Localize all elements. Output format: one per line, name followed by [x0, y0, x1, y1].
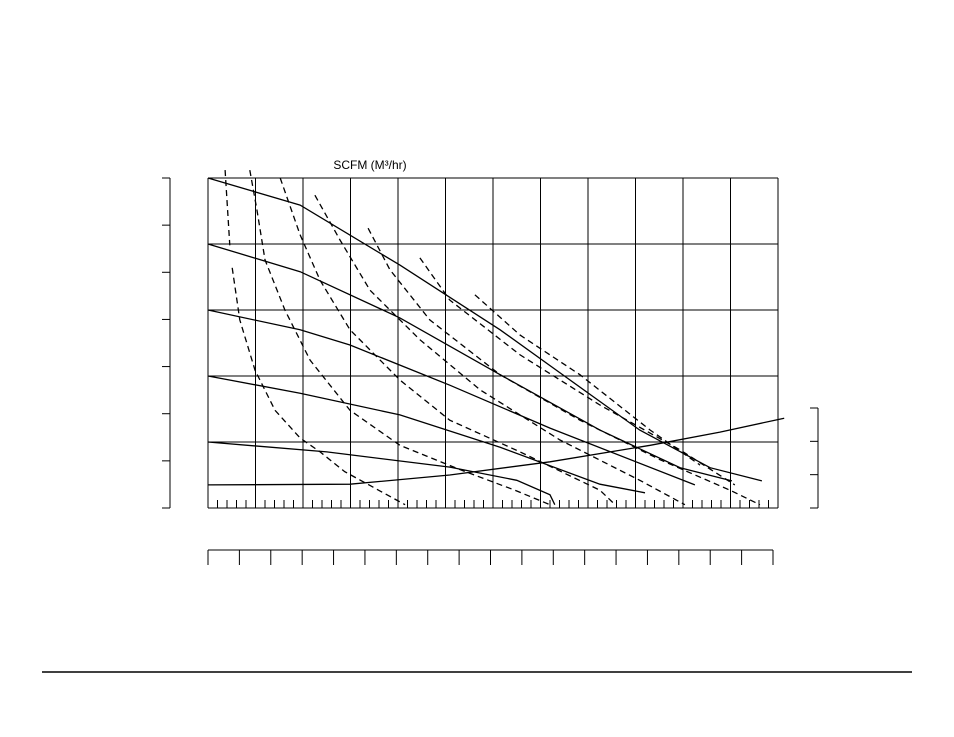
curve	[207, 417, 785, 486]
curve	[419, 257, 736, 486]
curve	[367, 227, 761, 506]
curve	[207, 309, 696, 486]
curve	[314, 194, 686, 506]
curve	[207, 177, 763, 482]
curve	[279, 177, 616, 506]
curve	[249, 169, 551, 506]
scales	[162, 177, 819, 565]
curve	[207, 441, 556, 505]
chart-title: SCFM (M³/hr)	[333, 158, 406, 172]
curve	[474, 294, 701, 466]
curve	[224, 170, 231, 246]
curve	[207, 375, 646, 494]
curve	[231, 267, 406, 506]
